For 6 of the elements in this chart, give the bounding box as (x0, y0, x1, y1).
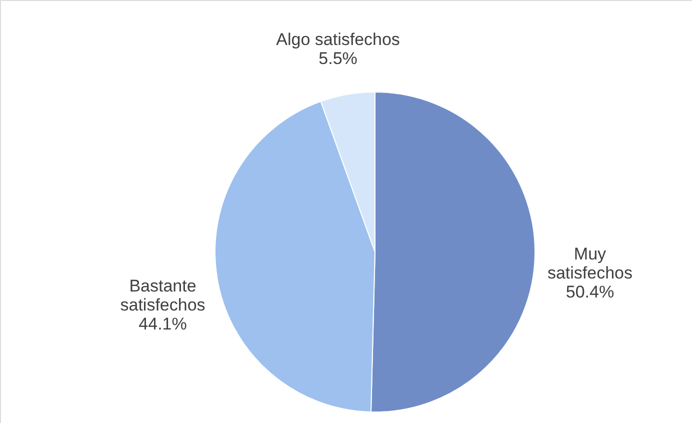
data-label: 50.4% (566, 282, 614, 302)
slice-label: Muy satisfechos (547, 244, 633, 283)
slice-label: Bastante satisfechos (120, 276, 206, 314)
data-label: 5.5% (318, 49, 358, 68)
slice-label: Algo satisfechos (276, 30, 400, 50)
data-label: 44.1% (138, 314, 187, 334)
